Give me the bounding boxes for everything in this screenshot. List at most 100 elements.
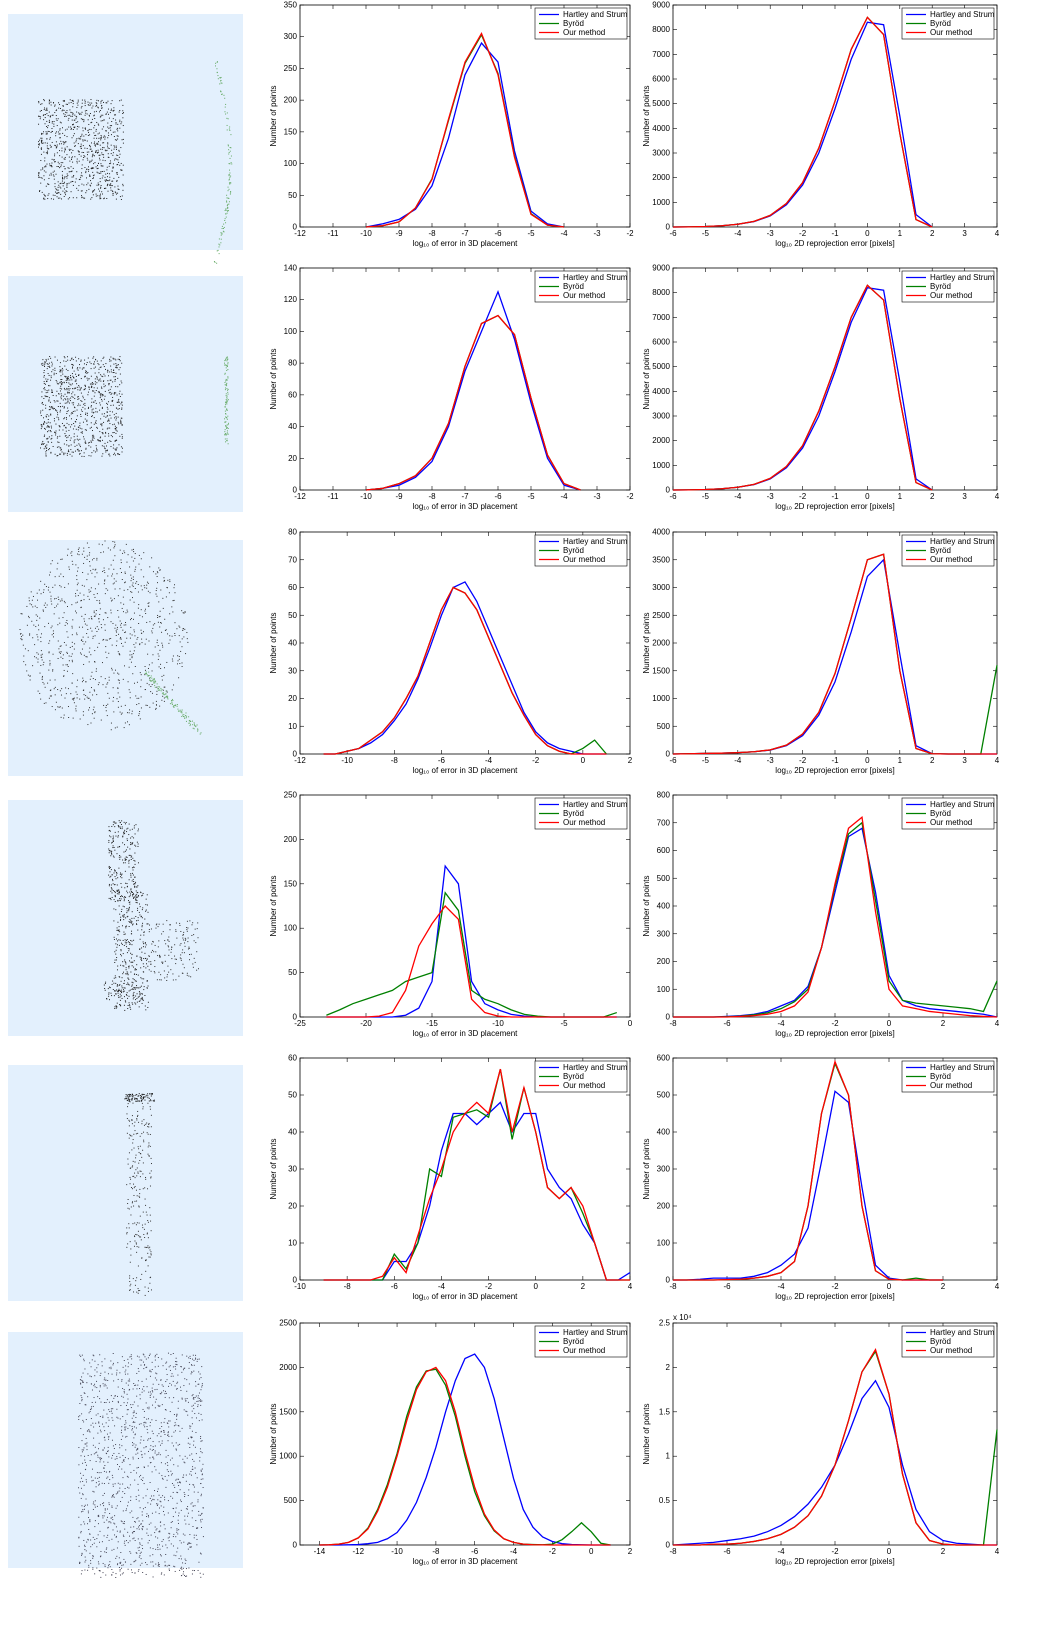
point: [82, 627, 83, 628]
point: [154, 681, 155, 682]
point: [103, 358, 104, 359]
point: [153, 679, 154, 680]
point: [72, 114, 73, 115]
point: [54, 374, 55, 375]
point: [49, 397, 50, 398]
point: [133, 998, 134, 999]
point: [169, 941, 170, 942]
point: [151, 971, 152, 972]
point: [121, 643, 122, 644]
point: [227, 401, 228, 402]
point: [191, 1453, 192, 1454]
point: [147, 1233, 148, 1234]
point: [88, 1529, 89, 1530]
point: [122, 1484, 123, 1485]
point: [90, 679, 91, 680]
point: [64, 178, 65, 179]
point: [60, 388, 61, 389]
point: [114, 995, 115, 996]
point: [111, 190, 112, 191]
point: [115, 589, 116, 590]
point: [191, 954, 192, 955]
point: [67, 411, 68, 412]
point: [115, 993, 116, 994]
point: [156, 687, 157, 688]
point: [191, 1371, 192, 1372]
point: [150, 1449, 151, 1450]
point: [79, 161, 80, 162]
point: [140, 672, 141, 673]
point: [89, 161, 90, 162]
point: [114, 414, 115, 415]
point: [50, 680, 51, 681]
point: [155, 681, 156, 682]
point: [98, 1516, 99, 1517]
point: [90, 447, 91, 448]
point: [224, 418, 225, 419]
point: [61, 598, 62, 599]
point: [52, 391, 53, 392]
point: [167, 580, 168, 581]
point: [109, 118, 110, 119]
point: [41, 103, 42, 104]
point: [93, 155, 94, 156]
point: [90, 104, 91, 105]
point: [43, 152, 44, 153]
point: [132, 1167, 133, 1168]
point: [225, 416, 226, 417]
point: [139, 1557, 140, 1558]
point: [139, 1196, 140, 1197]
point: [143, 989, 144, 990]
point: [59, 394, 60, 395]
point: [110, 549, 111, 550]
point: [84, 618, 85, 619]
point: [77, 129, 78, 130]
point: [101, 360, 102, 361]
point: [133, 898, 134, 899]
point: [87, 102, 88, 103]
point: [137, 1195, 138, 1196]
point: [87, 183, 88, 184]
point: [68, 410, 69, 411]
point: [60, 122, 61, 123]
point: [49, 175, 50, 176]
point: [74, 371, 75, 372]
point: [120, 638, 121, 639]
point: [108, 191, 109, 192]
point: [114, 869, 115, 870]
point: [156, 1354, 157, 1355]
point: [50, 380, 51, 381]
point: [137, 993, 138, 994]
point: [113, 837, 114, 838]
point: [134, 1410, 135, 1411]
point: [58, 108, 59, 109]
point: [176, 1415, 177, 1416]
point: [230, 191, 231, 192]
point: [126, 562, 127, 563]
point: [104, 188, 105, 189]
point: [158, 926, 159, 927]
point: [69, 390, 70, 391]
point: [110, 160, 111, 161]
point: [84, 360, 85, 361]
point: [49, 120, 50, 121]
point: [85, 110, 86, 111]
point: [73, 402, 74, 403]
point: [202, 1519, 203, 1520]
point: [47, 127, 48, 128]
point: [132, 1572, 133, 1573]
point: [29, 600, 30, 601]
point: [83, 595, 84, 596]
point: [96, 138, 97, 139]
point: [225, 358, 226, 359]
point: [67, 393, 68, 394]
point: [167, 1547, 168, 1548]
point: [50, 116, 51, 117]
point: [124, 996, 125, 997]
point: [62, 658, 63, 659]
point: [183, 716, 184, 717]
point: [110, 411, 111, 412]
point: [163, 675, 164, 676]
point: [140, 999, 141, 1000]
point: [159, 1566, 160, 1567]
